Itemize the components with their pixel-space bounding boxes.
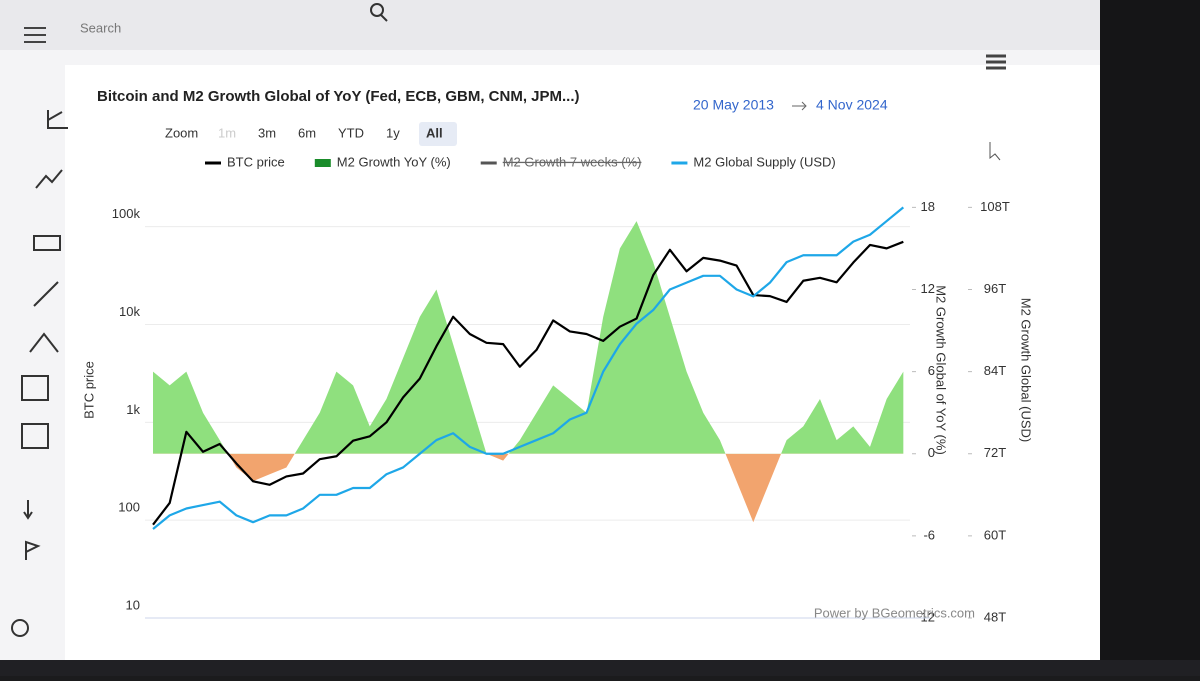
legend-entry[interactable]: M2 Growth 7 weeks (%) — [503, 154, 642, 169]
top-bar — [0, 0, 1100, 50]
tool-arrow[interactable] — [23, 500, 33, 520]
zoom-button[interactable]: 3m — [258, 125, 276, 140]
y2-tick-label: -12 — [916, 609, 935, 624]
chart-title: Bitcoin and M2 Growth Global of YoY (Fed… — [97, 88, 580, 105]
tool-line[interactable] — [33, 281, 59, 307]
y2-tick-label: 12 — [921, 281, 935, 296]
drawing-toolbar — [11, 110, 68, 637]
y3-tick-label: 72T — [984, 445, 1006, 460]
screen-bezel — [1100, 0, 1200, 660]
y3-axis-title: M2 Growth Global (USD) — [1019, 298, 1034, 442]
date-to: 4 Nov 2024 — [816, 97, 888, 113]
y3-tick-label: 48T — [984, 609, 1006, 624]
zoom-button[interactable]: 6m — [298, 125, 316, 140]
chart-panel — [65, 65, 1100, 660]
date-arrow — [792, 101, 807, 111]
legend-symbol — [314, 159, 331, 167]
zoom-button-bg — [419, 122, 457, 146]
zoom-button[interactable]: YTD — [338, 125, 364, 140]
tool-lines[interactable] — [35, 169, 63, 189]
tool-grid[interactable] — [21, 423, 49, 449]
tool-flag[interactable] — [25, 540, 41, 560]
y-axis-title: BTC price — [81, 361, 96, 419]
search-box[interactable]: Search — [80, 20, 121, 35]
series-line — [152, 206, 905, 530]
legend-entry[interactable]: BTC price — [227, 154, 285, 169]
tool-text[interactable] — [33, 235, 61, 251]
taskbar — [0, 660, 1200, 676]
y-tick-label: 10 — [126, 597, 140, 612]
zoom-button[interactable]: 1y — [386, 125, 400, 140]
y2-axis-title: M2 Growth Global of YoY (%) — [934, 285, 949, 455]
y2-tick-label: -6 — [923, 527, 935, 542]
y-tick-label: 10k — [119, 304, 140, 319]
zoom-button[interactable]: All — [426, 125, 443, 140]
search-icon[interactable] — [370, 3, 388, 22]
menu-icon[interactable] — [24, 27, 46, 43]
credits: Power by BGeometrics.com — [814, 605, 975, 620]
y-tick-label: 100 — [118, 500, 140, 515]
y2-tick-label: 18 — [921, 199, 935, 214]
y-tick-label: 100k — [112, 206, 141, 221]
area-positive — [153, 221, 904, 454]
tool-measure[interactable] — [21, 375, 49, 401]
tool-zoom[interactable] — [11, 619, 29, 637]
y2-tick-label: 0 — [928, 445, 935, 460]
legend-entry[interactable]: M2 Growth YoY (%) — [337, 154, 451, 169]
legend-entry[interactable]: M2 Global Supply (USD) — [693, 154, 835, 169]
chart-menu[interactable] — [986, 54, 1006, 70]
y2-tick-label: 6 — [928, 363, 935, 378]
y-tick-label: 1k — [126, 402, 140, 417]
y3-tick-label: 96T — [984, 281, 1006, 296]
y3-tick-label: 84T — [984, 363, 1006, 378]
tool-shape[interactable] — [29, 332, 59, 353]
area-negative — [153, 453, 904, 523]
date-from: 20 May 2013 — [693, 97, 774, 113]
series-line — [152, 240, 904, 526]
tool-trend[interactable] — [47, 110, 68, 129]
y3-tick-label: 108T — [980, 199, 1010, 214]
cursor — [989, 142, 1001, 161]
zoom-button[interactable]: 1m — [218, 125, 236, 140]
y3-tick-label: 60T — [984, 527, 1006, 542]
zoom-label: Zoom — [165, 125, 198, 140]
